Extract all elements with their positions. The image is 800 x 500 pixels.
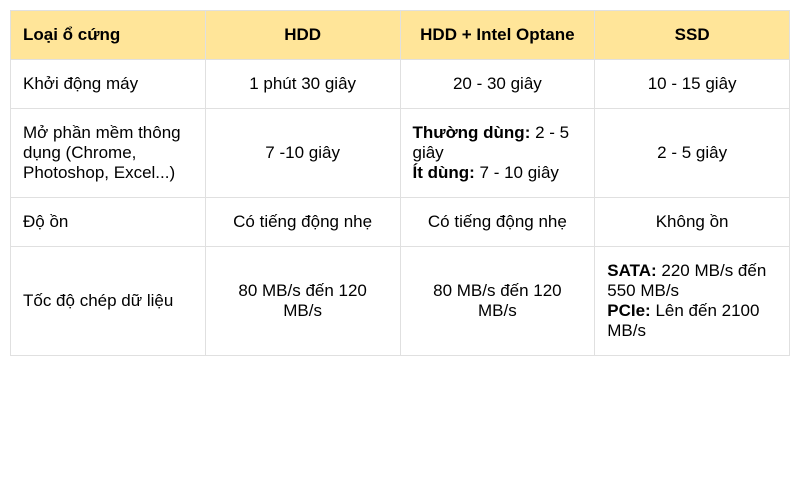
row-label: Khởi động máy: [11, 60, 206, 109]
table-row: Mở phần mềm thông dụng (Chrome, Photosho…: [11, 109, 790, 198]
cell-hdd: Có tiếng động nhẹ: [205, 198, 400, 247]
cell-optane: 20 - 30 giây: [400, 60, 595, 109]
table-col-header: HDD: [205, 11, 400, 60]
cell-ssd: SATA: 220 MB/s đến 550 MB/sPCIe: Lên đến…: [595, 247, 790, 356]
cell-optane: Có tiếng động nhẹ: [400, 198, 595, 247]
cell-ssd: 2 - 5 giây: [595, 109, 790, 198]
cell-hdd: 80 MB/s đến 120 MB/s: [205, 247, 400, 356]
comparison-table: Loại ổ cứngHDDHDD + Intel OptaneSSD Khởi…: [10, 10, 790, 356]
cell-hdd: 7 -10 giây: [205, 109, 400, 198]
row-label: Tốc độ chép dữ liệu: [11, 247, 206, 356]
table-row: Tốc độ chép dữ liệu80 MB/s đến 120 MB/s8…: [11, 247, 790, 356]
cell-optane: Thường dùng: 2 - 5 giâyÍt dùng: 7 - 10 g…: [400, 109, 595, 198]
cell-ssd: Không ồn: [595, 198, 790, 247]
cell-ssd: 10 - 15 giây: [595, 60, 790, 109]
table-col-header: HDD + Intel Optane: [400, 11, 595, 60]
row-label: Độ ồn: [11, 198, 206, 247]
cell-optane: 80 MB/s đến 120 MB/s: [400, 247, 595, 356]
table-header-row: Loại ổ cứngHDDHDD + Intel OptaneSSD: [11, 11, 790, 60]
cell-hdd: 1 phút 30 giây: [205, 60, 400, 109]
table-row: Khởi động máy1 phút 30 giây20 - 30 giây1…: [11, 60, 790, 109]
row-label: Mở phần mềm thông dụng (Chrome, Photosho…: [11, 109, 206, 198]
table-col-header: Loại ổ cứng: [11, 11, 206, 60]
table-col-header: SSD: [595, 11, 790, 60]
table-row: Độ ồnCó tiếng động nhẹCó tiếng động nhẹK…: [11, 198, 790, 247]
